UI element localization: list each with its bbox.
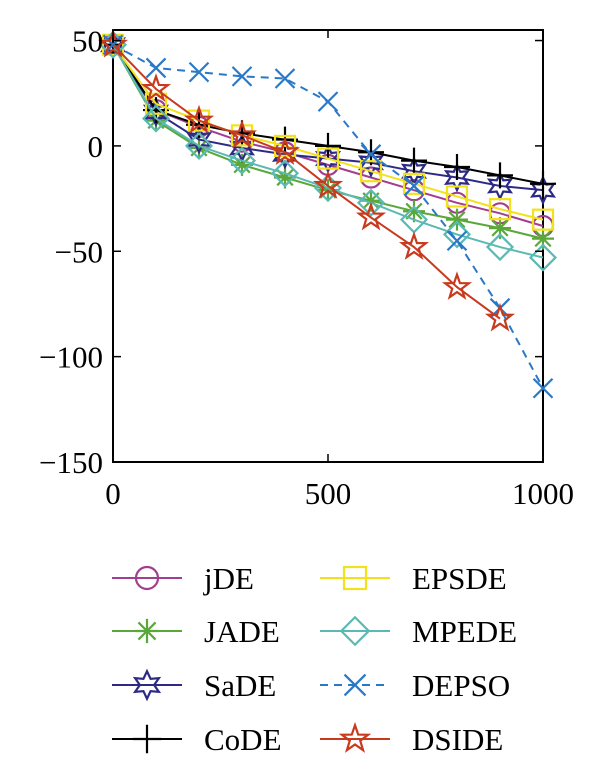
data-point-epsde <box>359 160 383 183</box>
data-point-dside <box>97 28 129 58</box>
legend-item-dside: DSIDE <box>320 721 503 757</box>
series-dside <box>97 28 516 332</box>
series-layer <box>97 28 558 399</box>
legend-item-sade: SaDE <box>112 668 276 703</box>
data-point-depso <box>145 57 167 79</box>
data-point-jade <box>446 208 468 231</box>
legend-item-jade: JADE <box>112 614 280 649</box>
data-point-dside <box>398 231 430 260</box>
legend-label-epsde: EPSDE <box>412 561 507 596</box>
y-tick-label: 50 <box>72 24 103 59</box>
data-point-mpede <box>442 220 472 249</box>
data-point-code <box>401 147 427 174</box>
data-point-depso <box>532 377 554 399</box>
legend-label-mpede: MPEDE <box>412 614 517 649</box>
data-point-mpede <box>485 232 515 262</box>
legend-marker-jade <box>134 618 160 644</box>
legend-marker-sade <box>132 668 162 702</box>
legend-label-code: CoDE <box>204 722 282 757</box>
series-line-dside <box>112 44 501 320</box>
legend-item-epsde: EPSDE <box>320 561 507 596</box>
data-point-mpede <box>227 146 257 175</box>
data-point-dside <box>140 73 172 102</box>
legend-label-sade: SaDE <box>204 668 276 703</box>
data-point-dside <box>183 104 215 134</box>
legend-item-code: CoDE <box>112 722 282 757</box>
legend-item-depso: DEPSO <box>320 668 510 703</box>
data-point-sade <box>443 162 471 193</box>
data-point-mpede <box>528 243 558 272</box>
y-tick-label: −100 <box>39 340 103 375</box>
data-point-epsde <box>402 172 426 195</box>
legend-label-jade: JADE <box>204 614 280 649</box>
y-tick-label: −150 <box>39 445 103 480</box>
data-point-dside <box>441 271 473 300</box>
data-point-depso <box>188 61 210 83</box>
data-point-depso <box>231 66 253 87</box>
legend-item-jde: jDE <box>112 561 254 596</box>
data-point-dside <box>484 302 516 332</box>
data-point-depso <box>274 68 296 89</box>
plot-frame <box>112 29 544 463</box>
plot-area <box>112 29 544 463</box>
legend-label-depso: DEPSO <box>412 668 510 703</box>
data-point-epsde <box>445 185 469 208</box>
legend-label-dside: DSIDE <box>412 722 503 757</box>
data-point-depso <box>403 175 425 197</box>
legend-label-jde: jDE <box>203 561 254 596</box>
legend-marker-mpede <box>339 615 371 647</box>
series-line-epsde <box>112 44 544 221</box>
data-point-dside <box>226 119 258 149</box>
data-point-code <box>530 170 556 197</box>
data-point-dside <box>269 136 301 166</box>
series-line-mpede <box>112 44 544 259</box>
data-point-depso <box>446 230 468 252</box>
data-point-jade <box>403 200 425 223</box>
data-point-depso <box>317 91 339 112</box>
data-point-mpede <box>270 159 300 188</box>
data-point-sade <box>357 147 385 178</box>
legend-marker-depso <box>343 673 367 697</box>
data-point-sade <box>185 124 213 155</box>
data-point-depso <box>360 144 382 165</box>
data-point-jade <box>188 137 210 160</box>
legend-marker-jde <box>134 565 160 591</box>
data-point-epsde <box>531 208 555 231</box>
data-point-dside <box>312 170 344 199</box>
data-point-jade <box>274 166 296 189</box>
data-point-jade <box>532 227 554 250</box>
y-tick-label: 0 <box>88 129 104 164</box>
data-point-code <box>444 153 470 180</box>
data-point-epsde <box>316 147 340 170</box>
legend-marker-dside <box>338 721 372 753</box>
data-point-code <box>315 132 341 159</box>
series-line-jde <box>112 44 544 227</box>
data-point-mpede <box>356 188 386 217</box>
data-point-jade <box>231 153 253 176</box>
data-point-dside <box>355 201 387 231</box>
y-tick-label: −50 <box>55 234 103 269</box>
x-tick-label: 500 <box>305 476 352 511</box>
legend-marker-code <box>132 724 162 754</box>
data-point-jade <box>489 217 511 240</box>
data-point-mpede <box>184 131 214 160</box>
legend: jDE JADE SaDE CoDE EPSDE MPEDE DEPSO DSIDE <box>112 561 517 757</box>
data-point-jade <box>360 189 382 212</box>
x-tick-label: 0 <box>105 476 121 511</box>
data-point-epsde <box>488 198 512 221</box>
legend-marker-epsde <box>342 565 368 591</box>
series-depso <box>102 34 554 399</box>
data-point-code <box>487 162 513 189</box>
legend-item-mpede: MPEDE <box>320 614 517 649</box>
data-point-mpede <box>141 104 171 133</box>
x-tick-label: 1000 <box>512 476 574 511</box>
